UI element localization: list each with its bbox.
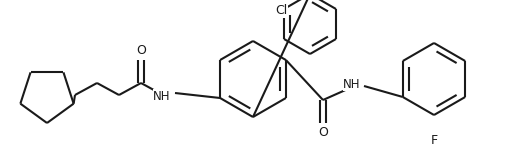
Text: F: F	[430, 134, 438, 146]
Text: O: O	[318, 125, 328, 139]
Text: NH: NH	[153, 89, 171, 103]
Text: O: O	[136, 45, 146, 58]
Text: Cl: Cl	[275, 4, 287, 18]
Text: NH: NH	[343, 78, 361, 91]
